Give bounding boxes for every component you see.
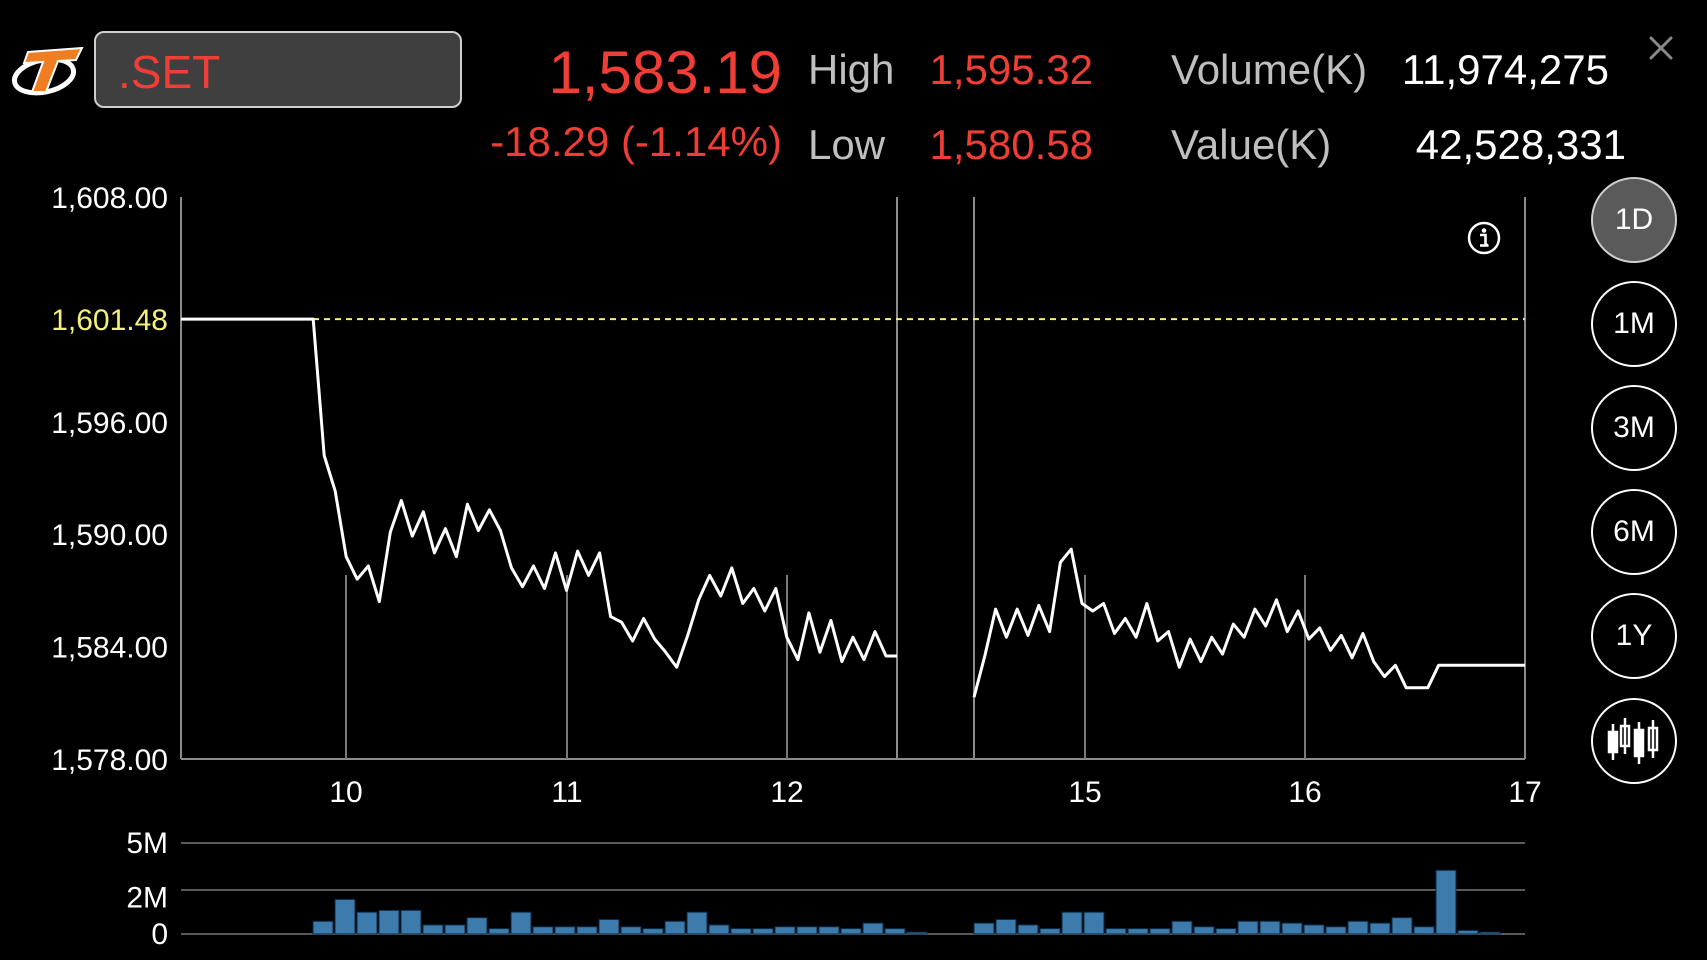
y-tick-label: 1,596.00 xyxy=(51,407,168,440)
volume-bar xyxy=(1061,911,1083,935)
volume-bar xyxy=(400,909,422,935)
volume-bar xyxy=(1347,920,1369,935)
volume-bar xyxy=(444,924,466,935)
volume-bar xyxy=(334,898,356,935)
volume-bar xyxy=(995,918,1017,935)
volume-bar xyxy=(510,911,532,935)
volume-bar xyxy=(1325,926,1347,935)
volume-bar xyxy=(1303,924,1325,935)
high-value: 1,595.32 xyxy=(929,46,1094,93)
x-tick-label: 15 xyxy=(1068,776,1101,809)
volume-bar xyxy=(686,911,708,935)
volume-bar xyxy=(1391,917,1413,935)
volume-bar xyxy=(356,911,378,935)
volume-bar xyxy=(774,926,796,935)
y-tick-label: 1,608.00 xyxy=(51,182,168,215)
volume-tick-label: 5M xyxy=(126,827,168,860)
symbol-search-box[interactable]: .SET xyxy=(94,31,462,108)
volume-bar xyxy=(1237,920,1259,935)
volume-bar xyxy=(1215,928,1237,935)
volume-bar xyxy=(664,920,686,935)
volume-bar xyxy=(554,926,576,935)
previous-close-label: 1,601.48 xyxy=(51,304,168,337)
volume-bar xyxy=(1479,931,1501,935)
volume-bar xyxy=(1149,928,1171,935)
volume-bar xyxy=(312,920,334,935)
low-value: 1,580.58 xyxy=(929,121,1094,168)
volume-bar xyxy=(1457,929,1479,935)
volume-bar xyxy=(1193,926,1215,935)
price-change: -18.29 (-1.14%) xyxy=(490,118,782,165)
volume-label: Volume(K) xyxy=(1171,46,1368,93)
volume-tick-label: 0 xyxy=(151,918,168,951)
price-line-segment-2 xyxy=(972,547,1525,698)
volume-bar xyxy=(642,928,664,935)
candlestick-icon xyxy=(1607,718,1659,764)
volume-bar xyxy=(422,924,444,935)
candlestick-toggle-button[interactable] xyxy=(1591,698,1677,784)
y-tick-label: 1,584.00 xyxy=(51,632,168,665)
x-tick-label: 11 xyxy=(551,776,582,809)
low-label: Low xyxy=(808,121,886,168)
x-tick-label: 16 xyxy=(1288,776,1321,809)
x-tick-label: 12 xyxy=(770,776,803,809)
volume-bar xyxy=(818,926,840,935)
last-price: 1,583.19 xyxy=(548,39,782,106)
volume-bar xyxy=(1369,922,1391,935)
x-tick-label: 17 xyxy=(1508,776,1541,809)
close-icon[interactable] xyxy=(1643,30,1679,66)
value-value: 42,528,331 xyxy=(1415,121,1626,168)
volume-bar xyxy=(1435,869,1457,935)
volume-value: 11,974,275 xyxy=(1401,46,1609,93)
period-button-6m[interactable]: 6M xyxy=(1591,489,1677,575)
volume-bar xyxy=(1083,911,1105,935)
volume-bar xyxy=(906,931,928,935)
volume-bar xyxy=(796,926,818,935)
volume-bar xyxy=(1017,924,1039,935)
volume-bar xyxy=(1281,922,1303,935)
volume-bar xyxy=(862,922,884,935)
volume-bar xyxy=(840,928,862,935)
volume-bar xyxy=(598,918,620,935)
period-button-1y[interactable]: 1Y xyxy=(1591,593,1677,679)
volume-bar xyxy=(884,928,906,935)
volume-bar xyxy=(1039,928,1061,935)
volume-bar xyxy=(1171,920,1193,935)
volume-bar xyxy=(1259,920,1281,935)
y-tick-label: 1,590.00 xyxy=(51,519,168,552)
volume-bar xyxy=(1127,928,1149,935)
brand-logo-icon xyxy=(11,46,84,96)
symbol-text: .SET xyxy=(118,46,221,98)
volume-bar xyxy=(378,909,400,935)
volume-bar xyxy=(973,922,995,935)
period-button-3m[interactable]: 3M xyxy=(1591,385,1677,471)
volume-bar xyxy=(532,926,554,935)
value-label: Value(K) xyxy=(1171,121,1332,168)
volume-bar xyxy=(708,924,730,935)
volume-bar xyxy=(576,926,598,935)
volume-bar xyxy=(620,926,642,935)
y-tick-label: 1,578.00 xyxy=(51,744,168,777)
volume-bar xyxy=(1105,928,1127,935)
volume-bar xyxy=(466,917,488,935)
info-icon[interactable] xyxy=(1466,220,1502,256)
volume-tick-label: 2M xyxy=(126,882,168,915)
x-tick-label: 10 xyxy=(329,776,362,809)
volume-bar xyxy=(488,928,510,935)
period-button-1d[interactable]: 1D xyxy=(1591,177,1677,263)
high-label: High xyxy=(808,46,895,93)
chart-frame xyxy=(180,197,1526,935)
price-line-segment-1 xyxy=(181,317,897,669)
volume-bar xyxy=(752,928,774,935)
period-button-1m[interactable]: 1M xyxy=(1591,281,1677,367)
volume-bar xyxy=(730,928,752,935)
volume-bar xyxy=(1413,926,1435,935)
